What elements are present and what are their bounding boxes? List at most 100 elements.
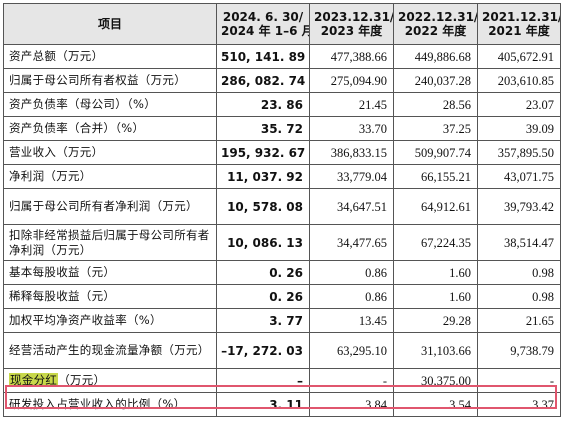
row-label: 营业收入（万元） — [3, 140, 217, 165]
cell-2021: 9,738.79 — [477, 332, 561, 369]
row-label: 加权平均净资产收益率（%） — [3, 308, 217, 333]
header-period-2021-year: 2021 年度 — [488, 24, 550, 38]
header-period-2022-date: 2022.12.31/ — [398, 10, 478, 24]
table-row: 归属于母公司所有者净利润（万元） 10, 578. 08 34,647.51 6… — [3, 188, 561, 225]
cell-2024: –17, 272. 03 — [216, 332, 310, 369]
header-period-2023: 2023.12.31/ 2023 年度 — [309, 3, 394, 45]
header-item: 项目 — [3, 3, 217, 45]
cell-2023: 386,833.15 — [309, 140, 394, 165]
cell-2024: 35. 72 — [216, 116, 310, 141]
cell-2021: 43,071.75 — [477, 164, 561, 189]
table-row: 研发投入占营业收入的比例（%） 3. 11 3.84 3.54 3.37 — [3, 392, 561, 417]
table-row-cash-dividend: 现金分红（万元） – - 30,375.00 - — [3, 368, 561, 393]
cell-2022: 66,155.21 — [393, 164, 478, 189]
cell-2021: 23.07 — [477, 92, 561, 117]
cell-2023: 34,477.65 — [309, 224, 394, 261]
row-label: 净利润（万元） — [3, 164, 217, 189]
cell-2024: 23. 86 — [216, 92, 310, 117]
cell-2022: 64,912.61 — [393, 188, 478, 225]
cell-2024: 11, 037. 92 — [216, 164, 310, 189]
row-label: 研发投入占营业收入的比例（%） — [3, 392, 217, 417]
cell-2023: 3.84 — [309, 392, 394, 417]
cell-2022: 509,907.74 — [393, 140, 478, 165]
cell-2023: 63,295.10 — [309, 332, 394, 369]
cell-2023: 33,779.04 — [309, 164, 394, 189]
cell-2022: 28.56 — [393, 92, 478, 117]
cell-2023: 0.86 — [309, 260, 394, 285]
table-header-row: 项目 2024. 6. 30/ 2024 年 1–6 月 2023.12.31/… — [3, 3, 561, 45]
cell-2022: 3.54 — [393, 392, 478, 417]
cell-2021: 0.98 — [477, 260, 561, 285]
row-label: 扣除非经常损益后归属于母公司所有者净利润（万元） — [3, 224, 217, 261]
header-period-2022: 2022.12.31/ 2022 年度 — [393, 3, 478, 45]
cell-2024: 3. 11 — [216, 392, 310, 417]
row-label: 归属于母公司所有者权益（万元） — [3, 68, 217, 93]
table-row: 营业收入（万元） 195, 932. 67 386,833.15 509,907… — [3, 140, 561, 165]
cell-2021: - — [477, 368, 561, 393]
cell-2024: 510, 141. 89 — [216, 44, 310, 69]
table-row: 资产总额（万元） 510, 141. 89 477,388.66 449,886… — [3, 44, 561, 69]
cell-2022: 240,037.28 — [393, 68, 478, 93]
row-label: 资产负债率（母公司）（%） — [3, 92, 217, 117]
cell-2021: 39,793.42 — [477, 188, 561, 225]
row-label: 经营活动产生的现金流量净额（万元） — [3, 332, 217, 369]
table-row: 经营活动产生的现金流量净额（万元） –17, 272. 03 63,295.10… — [3, 332, 561, 369]
row-label: 资产负债率（合并）（%） — [3, 116, 217, 141]
row-label: 基本每股收益（元） — [3, 260, 217, 285]
cell-2021: 38,514.47 — [477, 224, 561, 261]
cell-2022: 449,886.68 — [393, 44, 478, 69]
cell-2023: - — [309, 368, 394, 393]
cell-2024: – — [216, 368, 310, 393]
table-row: 资产负债率（母公司）（%） 23. 86 21.45 28.56 23.07 — [3, 92, 561, 117]
header-period-2023-date: 2023.12.31/ — [314, 10, 394, 24]
cell-2021: 3.37 — [477, 392, 561, 417]
cell-2023: 33.70 — [309, 116, 394, 141]
cell-2021: 405,672.91 — [477, 44, 561, 69]
cell-2023: 275,094.90 — [309, 68, 394, 93]
cell-2022: 67,224.35 — [393, 224, 478, 261]
header-period-2021: 2021.12.31/ 2021 年度 — [477, 3, 561, 45]
header-period-2023-year: 2023 年度 — [320, 24, 383, 38]
cell-2024: 286, 082. 74 — [216, 68, 310, 93]
cell-2021: 203,610.85 — [477, 68, 561, 93]
cell-2021: 39.09 — [477, 116, 561, 141]
cell-2021: 357,895.50 — [477, 140, 561, 165]
row-label: 现金分红（万元） — [3, 368, 217, 393]
table-row: 归属于母公司所有者权益（万元） 286, 082. 74 275,094.90 … — [3, 68, 561, 93]
cell-2024: 10, 086. 13 — [216, 224, 310, 261]
cell-2023: 13.45 — [309, 308, 394, 333]
table-row: 资产负债率（合并）（%） 35. 72 33.70 37.25 39.09 — [3, 116, 561, 141]
cell-2023: 0.86 — [309, 284, 394, 309]
cell-2023: 477,388.66 — [309, 44, 394, 69]
cell-2022: 1.60 — [393, 260, 478, 285]
cell-2022: 37.25 — [393, 116, 478, 141]
header-period-2024: 2024. 6. 30/ 2024 年 1–6 月 — [216, 3, 310, 45]
cell-2021: 21.65 — [477, 308, 561, 333]
header-period-2022-year: 2022 年度 — [404, 24, 467, 38]
cell-2022: 30,375.00 — [393, 368, 478, 393]
cell-2022: 29.28 — [393, 308, 478, 333]
cell-2022: 31,103.66 — [393, 332, 478, 369]
row-label-unit: （万元） — [58, 373, 106, 387]
table-row: 扣除非经常损益后归属于母公司所有者净利润（万元） 10, 086. 13 34,… — [3, 224, 561, 261]
highlighted-label: 现金分红 — [9, 373, 59, 387]
financial-summary-table: 项目 2024. 6. 30/ 2024 年 1–6 月 2023.12.31/… — [3, 3, 561, 417]
cell-2021: 0.98 — [477, 284, 561, 309]
table-row: 净利润（万元） 11, 037. 92 33,779.04 66,155.21 … — [3, 164, 561, 189]
table-row: 稀释每股收益（元） 0. 26 0.86 1.60 0.98 — [3, 284, 561, 309]
row-label: 资产总额（万元） — [3, 44, 217, 69]
cell-2024: 0. 26 — [216, 260, 310, 285]
cell-2024: 3. 77 — [216, 308, 310, 333]
table-row: 加权平均净资产收益率（%） 3. 77 13.45 29.28 21.65 — [3, 308, 561, 333]
cell-2024: 195, 932. 67 — [216, 140, 310, 165]
row-label: 归属于母公司所有者净利润（万元） — [3, 188, 217, 225]
cell-2024: 0. 26 — [216, 284, 310, 309]
cell-2024: 10, 578. 08 — [216, 188, 310, 225]
cell-2022: 1.60 — [393, 284, 478, 309]
table-row: 基本每股收益（元） 0. 26 0.86 1.60 0.98 — [3, 260, 561, 285]
header-period-2021-date: 2021.12.31/ — [482, 10, 561, 24]
cell-2023: 34,647.51 — [309, 188, 394, 225]
header-period-2024-date: 2024. 6. 30/ — [222, 10, 304, 24]
cell-2023: 21.45 — [309, 92, 394, 117]
row-label: 稀释每股收益（元） — [3, 284, 217, 309]
